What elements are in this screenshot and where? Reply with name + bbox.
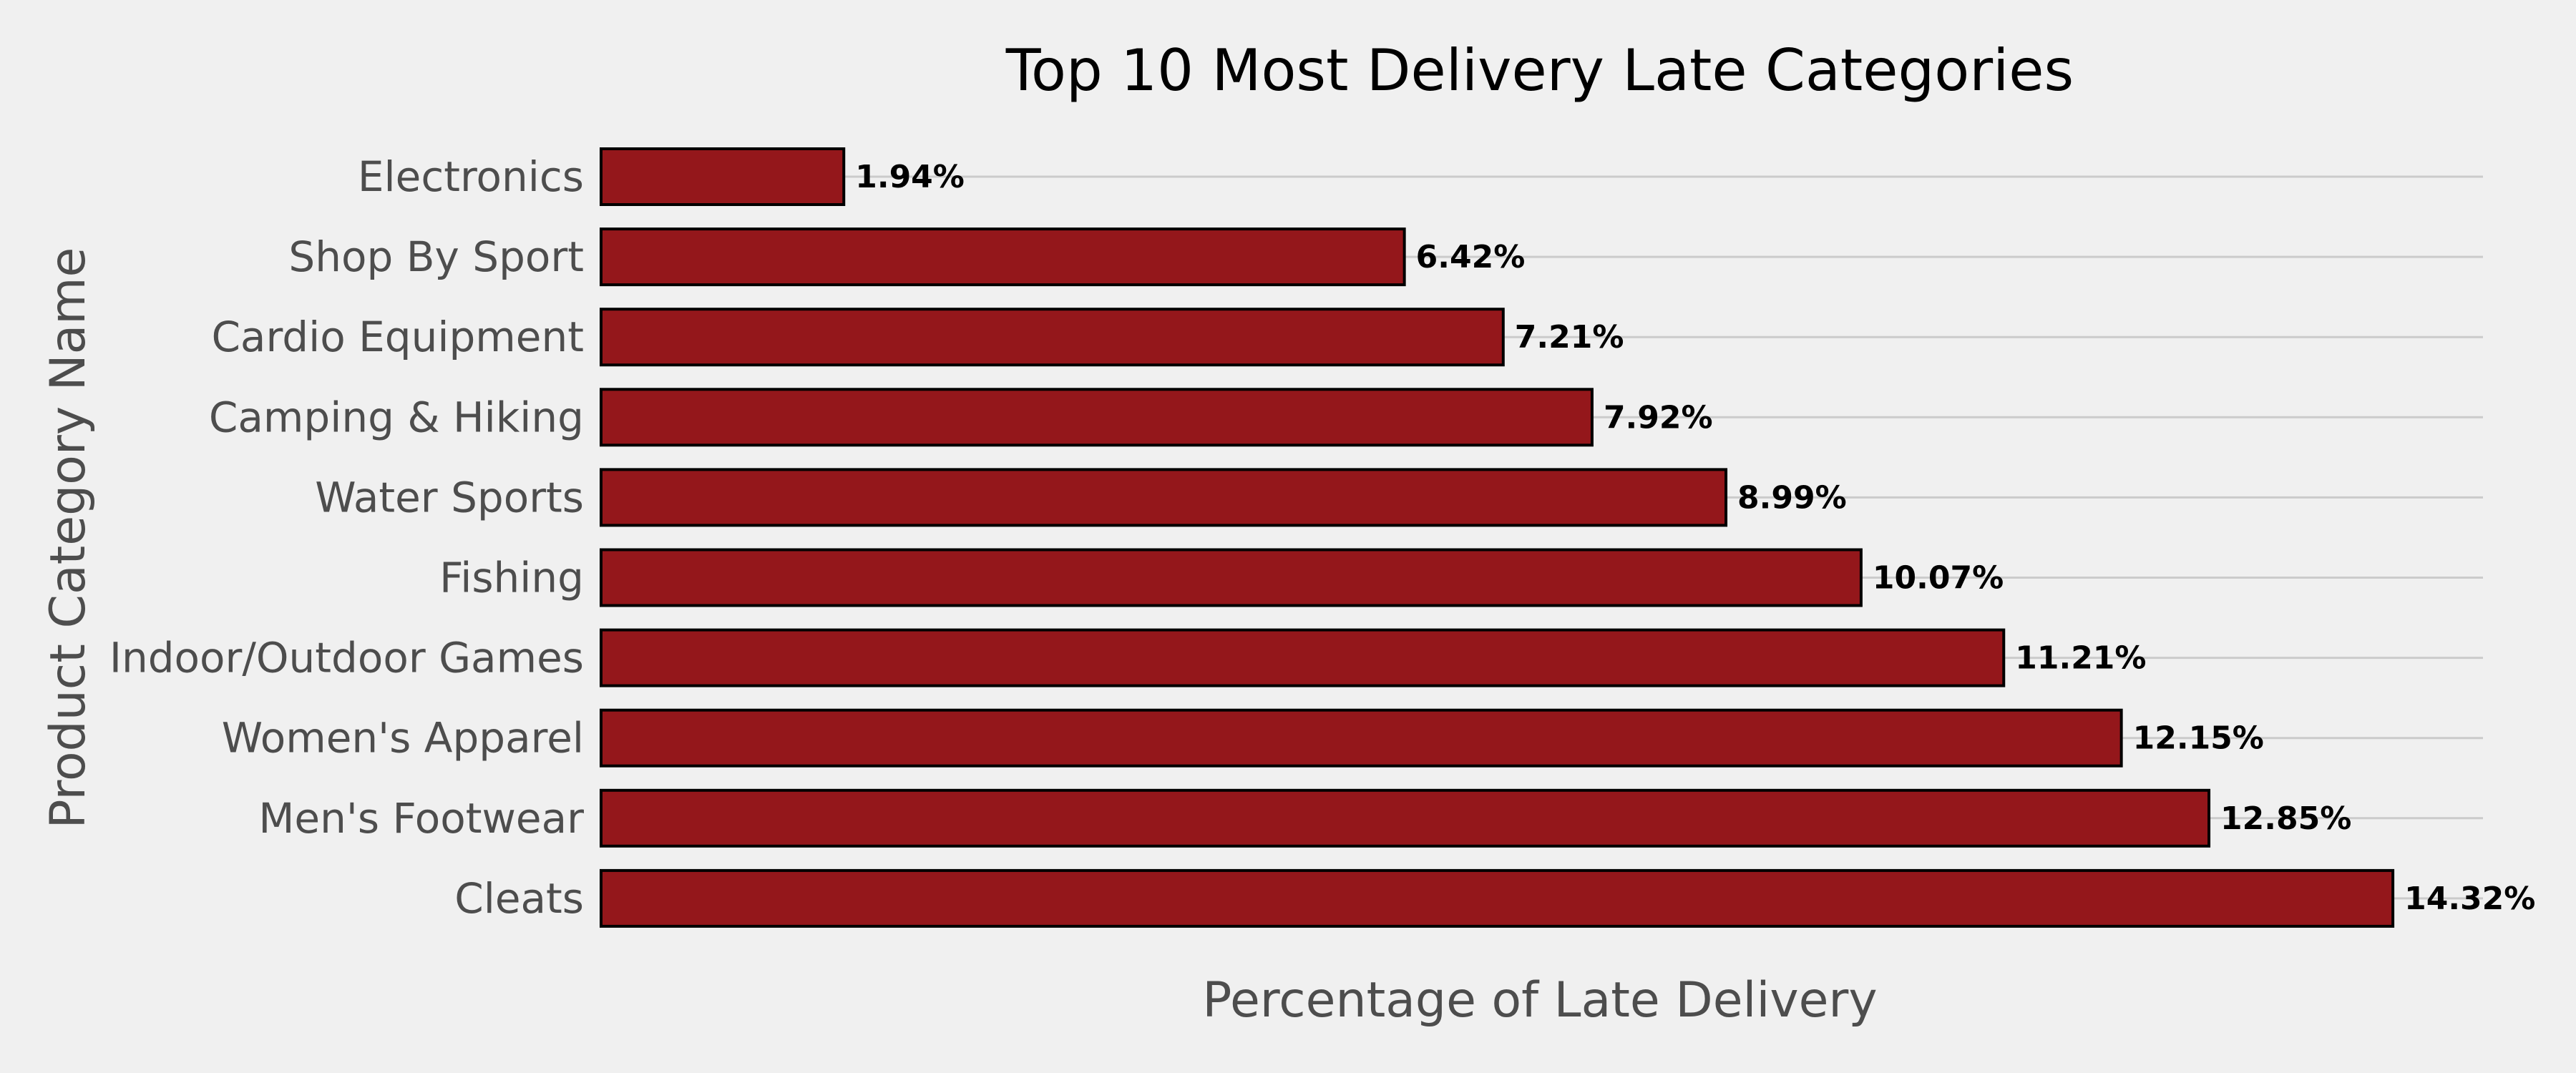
bar <box>600 468 1728 527</box>
bar-value-label: 7.92% <box>1604 399 1713 436</box>
y-tick-label: Fishing <box>439 554 584 602</box>
bar-value-label: 14.32% <box>2404 881 2535 917</box>
y-tick-label: Women's Apparel <box>222 714 584 763</box>
y-tick-label: Cardio Equipment <box>211 313 584 361</box>
bar <box>600 868 2395 928</box>
value-labels: 1.94% 6.42% 7.21% 7.92% 8.99% 10.07% 11.21% 12.… <box>855 159 2535 917</box>
x-axis-label: Percentage of Late Delivery <box>1202 972 1877 1029</box>
y-tick-label: Cleats <box>454 874 584 923</box>
bar-value-label: 6.42% <box>1416 239 1526 275</box>
y-tick-label: Electronics <box>358 152 584 201</box>
bar <box>600 788 2211 848</box>
y-tick-label: Water Sports <box>315 473 584 521</box>
bars <box>600 147 2395 928</box>
bar-value-label: 11.21% <box>2015 640 2146 677</box>
bar-value-label: 12.15% <box>2133 720 2264 757</box>
y-tick-label: Camping & Hiking <box>209 393 584 441</box>
y-tick-labels: Electronics Shop By Sport Cardio Equipment… <box>109 152 584 923</box>
chart-title: Top 10 Most Delivery Late Categories <box>1005 37 2074 104</box>
bar <box>600 227 1406 287</box>
bar <box>600 628 2006 687</box>
bar <box>600 308 1505 367</box>
bar <box>600 388 1594 447</box>
bar-value-label: 7.21% <box>1515 319 1624 356</box>
y-tick-label: Shop By Sport <box>288 232 584 281</box>
bar <box>600 708 2123 768</box>
bar <box>600 147 846 206</box>
y-tick-label: Men's Footwear <box>258 794 584 843</box>
bar-value-label: 10.07% <box>1873 560 2004 597</box>
bar-value-label: 8.99% <box>1737 479 1847 516</box>
bar-value-label: 12.85% <box>2220 800 2351 837</box>
y-tick-label: Indoor/Outdoor Games <box>109 634 584 682</box>
bar <box>600 548 1863 607</box>
bar-value-label: 1.94% <box>855 159 965 195</box>
y-axis-label: Product Category Name <box>40 248 97 829</box>
